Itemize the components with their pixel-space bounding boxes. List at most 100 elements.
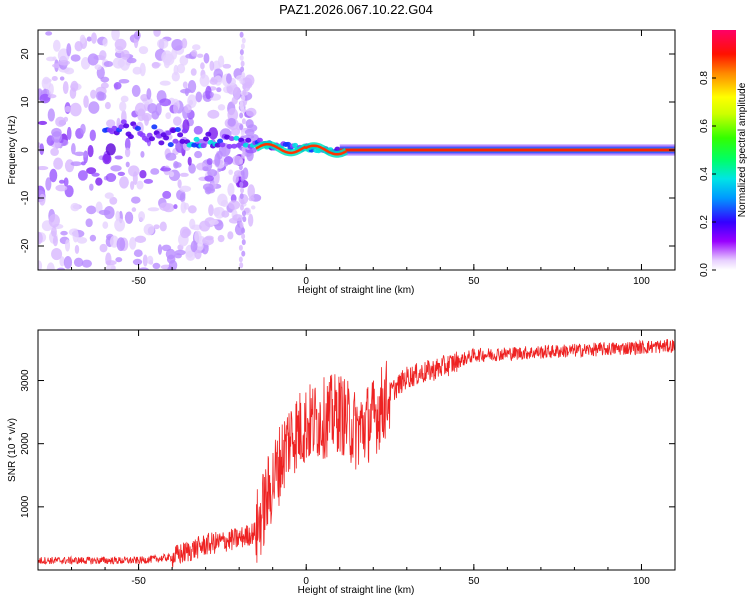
spectral-blob <box>171 71 180 82</box>
spectral-blob <box>69 102 82 117</box>
spectral-blob <box>132 66 142 75</box>
snr-x-tick-label: 50 <box>468 576 480 587</box>
band-blob <box>200 143 207 149</box>
spectral-blob <box>136 180 144 190</box>
band-blob <box>165 130 172 136</box>
spectral-blob <box>199 74 210 87</box>
spectral-blob <box>151 61 160 69</box>
spectral-blob <box>120 95 129 103</box>
spectral-blob <box>100 76 110 83</box>
streak-blob <box>241 239 246 246</box>
band-blob <box>170 128 177 134</box>
spectral-blob <box>114 155 123 160</box>
spectral-blob <box>180 88 192 94</box>
band-blob <box>127 134 134 140</box>
spectral-blob <box>51 248 63 261</box>
spectral-blob <box>99 243 108 253</box>
spectral-blob <box>153 30 161 37</box>
band-blob <box>224 134 231 140</box>
spectral-blob <box>245 107 257 117</box>
spectral-blob <box>190 49 198 57</box>
spectral-blob <box>139 170 147 179</box>
spectral-blob <box>102 153 112 165</box>
spectral-blob <box>165 112 172 120</box>
spectral-blob <box>58 60 70 66</box>
spectral-blob <box>66 43 72 57</box>
spectral-blob <box>119 176 129 189</box>
spectral-blob <box>47 108 55 122</box>
spectral-blob <box>224 161 229 167</box>
spectral-blob <box>52 39 61 52</box>
spectral-blob <box>179 55 189 66</box>
spectral-blob <box>130 196 141 204</box>
spectral-blob <box>217 104 226 111</box>
band-blob <box>148 136 155 142</box>
spectral-blob <box>173 204 178 210</box>
spectral-blob <box>167 266 174 270</box>
spectral-blob <box>118 78 130 84</box>
spectral-blob <box>206 158 213 166</box>
colorbar-label: Normalized spectral amplitude <box>737 82 748 217</box>
spectral-blob <box>52 56 57 61</box>
spectral-blob <box>83 95 89 108</box>
spectral-blob <box>63 177 69 187</box>
spectral-blob <box>39 193 46 206</box>
streak-blob <box>241 227 246 234</box>
colorbar-tick-label: 0.4 <box>699 167 710 181</box>
spectral-blob <box>52 235 58 247</box>
spectral-blob <box>217 234 225 243</box>
snr-y-axis-label: SNR (10 * v/v) <box>7 418 18 482</box>
figure-title: PAZ1.2026.067.10.22.G04 <box>279 2 433 17</box>
streak-blob <box>240 129 245 136</box>
spectral-blob <box>203 52 210 64</box>
streak-blob <box>239 158 244 165</box>
spectral-blob <box>133 249 143 257</box>
streak-blob <box>241 118 246 125</box>
spectral-blob <box>187 156 192 166</box>
streak-blob <box>240 60 245 67</box>
spectral-blob <box>38 166 49 171</box>
spectral-blob <box>80 123 86 135</box>
band-blob <box>151 124 158 130</box>
streak-blob <box>241 210 246 217</box>
spectral-blob <box>187 205 197 214</box>
spectral-blob <box>113 81 122 90</box>
spectral-blob <box>248 196 255 202</box>
spectral-blob <box>114 38 127 51</box>
spectral-blob <box>59 76 65 81</box>
spectral-blob <box>131 207 137 212</box>
spectral-blob <box>176 63 186 74</box>
streak-blob <box>241 152 246 159</box>
spectral-blob <box>74 244 80 254</box>
spectral-blob <box>140 94 149 102</box>
spectral-blob <box>174 162 182 168</box>
spectral-blob <box>242 134 255 139</box>
spectral-blob <box>131 84 141 97</box>
spectral-blob <box>147 102 158 114</box>
spectral-blob <box>38 120 48 125</box>
band-blob <box>205 131 212 137</box>
stable-line-core <box>339 148 675 152</box>
spectral-blob <box>105 143 116 156</box>
band-blob <box>120 119 127 125</box>
spectral-blob <box>105 173 117 183</box>
spectral-blob <box>106 264 116 270</box>
streak-blob <box>242 83 247 90</box>
colorbar-gradient <box>712 30 736 270</box>
spectral-blob <box>171 38 184 51</box>
spectral-blob <box>147 207 160 212</box>
spectrogram-y-axis-label: Frequency (Hz) <box>7 116 18 185</box>
spectral-blob <box>105 260 117 266</box>
streak-blob <box>239 204 244 211</box>
spectral-blob <box>205 85 212 100</box>
snr-panel: -50 0 50 100 1000 2000 3000 Height of straight… <box>7 329 676 596</box>
band-blob <box>228 136 235 142</box>
spectrogram-panel: -50 0 50 100 -20 -10 0 10 20 Height of straight … <box>7 29 676 296</box>
spectral-blob <box>179 226 191 239</box>
spectral-blob <box>79 34 86 45</box>
spectral-blob <box>51 75 58 82</box>
spectral-blob <box>233 170 243 177</box>
spectral-blob <box>209 91 214 97</box>
band-blob <box>214 142 221 148</box>
band-blob <box>111 125 118 131</box>
